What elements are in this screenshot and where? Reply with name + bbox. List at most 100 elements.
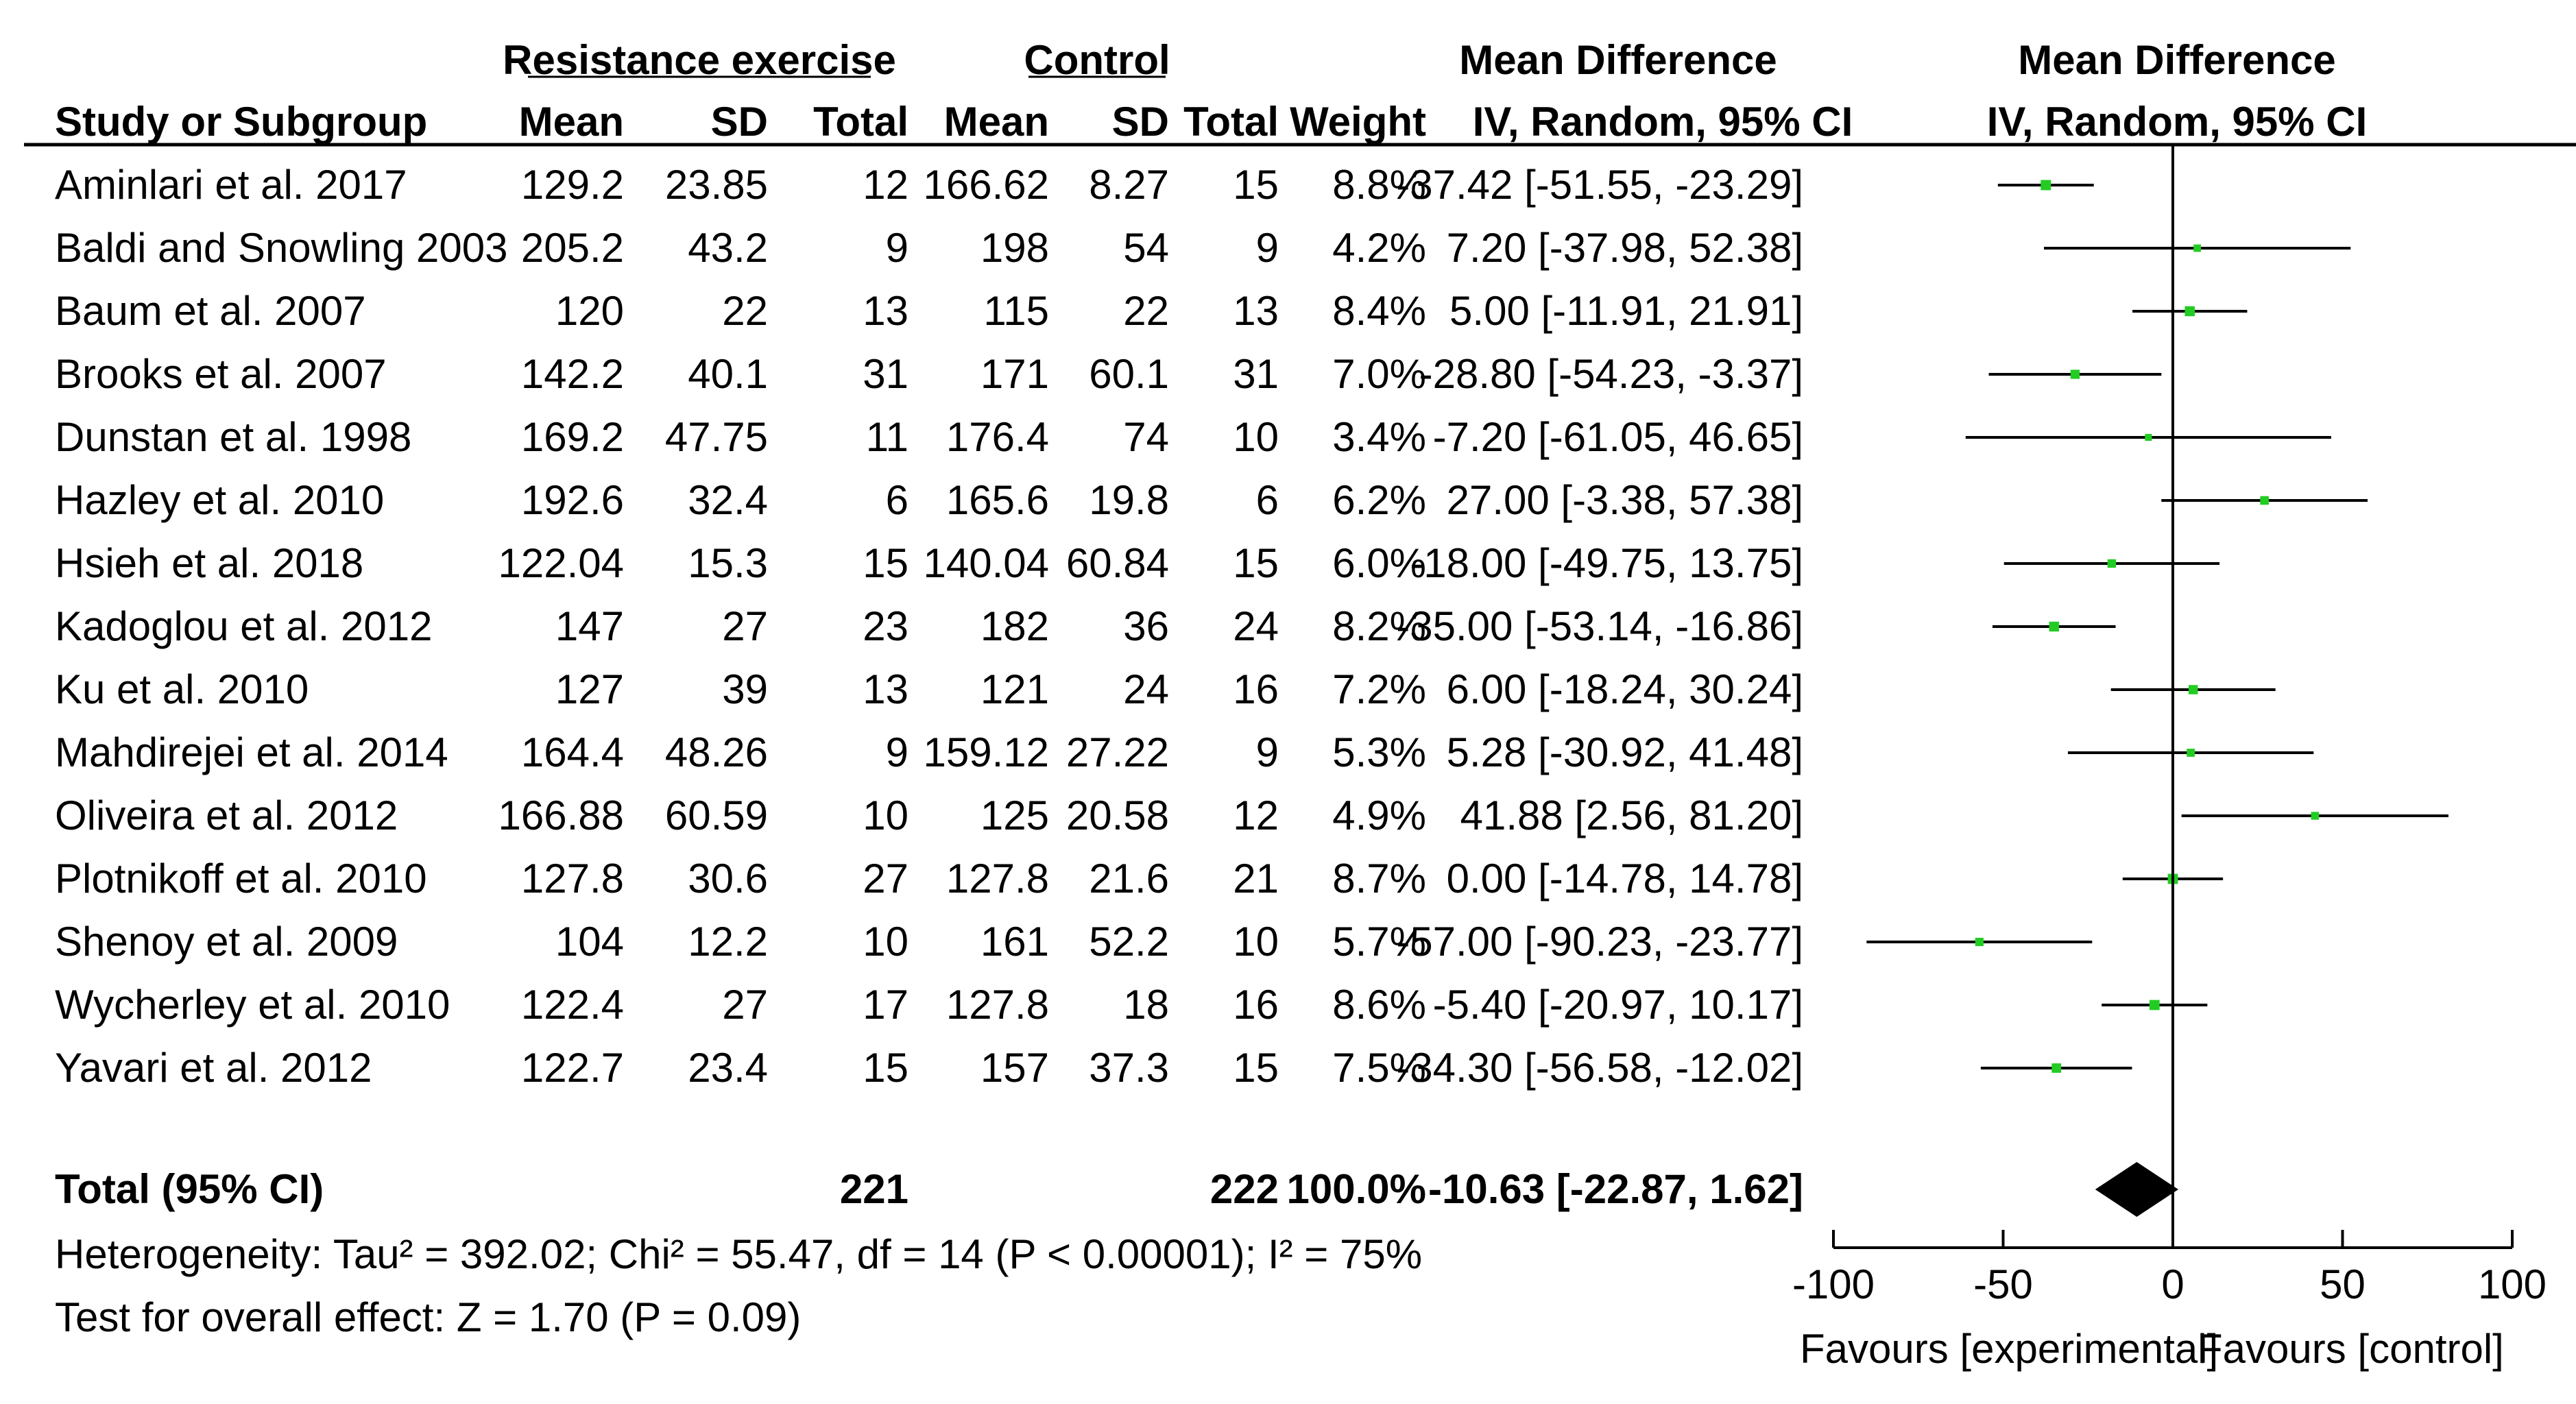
exp-total: 12	[863, 162, 908, 208]
exp-mean: 104	[555, 919, 624, 965]
ctrl-mean: 157	[980, 1045, 1049, 1091]
ctrl-total: 15	[1233, 540, 1279, 586]
point-estimate	[2107, 559, 2117, 568]
study-row: Hazley et al. 2010 192.6 32.4 6 165.6 19.8 6 6.…	[55, 477, 1803, 523]
ctrl-mean: 182	[980, 603, 1049, 649]
exp-mean: 129.2	[521, 162, 624, 208]
ctrl-sd: 27.22	[1066, 729, 1169, 775]
pooled-diamond	[2095, 1162, 2179, 1217]
exp-mean: 127	[555, 666, 624, 712]
exp-sd: 39	[722, 666, 768, 712]
effect-ci-value: -37.42 [-51.55, -23.29]	[1396, 162, 1803, 208]
ctrl-sd: 20.58	[1066, 792, 1169, 838]
study-row: Baldi and Snowling 2003 205.2 43.2 9 198 54 9 4…	[55, 225, 1803, 271]
weight-value: 5.3%	[1332, 729, 1426, 775]
total2-column-header: Total	[1183, 99, 1279, 145]
exp-total: 17	[863, 982, 908, 1028]
study-row: Dunstan et al. 1998 169.2 47.75 11 176.4 74 10…	[55, 414, 1803, 460]
exp-total: 6	[886, 477, 908, 523]
total-exp-n: 221	[840, 1166, 908, 1212]
study-name: Kadoglou et al. 2012	[55, 603, 432, 649]
exp-mean: 166.88	[498, 792, 624, 838]
point-estimate	[2188, 685, 2198, 694]
x-tick-label: 50	[2320, 1261, 2366, 1307]
ctrl-total: 10	[1233, 919, 1279, 965]
study-row: Ku et al. 2010 127 39 13 121 24 16 7.2% 6.00 [-1…	[55, 666, 1803, 712]
study-row: Kadoglou et al. 2012 147 27 23 182 36 24 8.2%-3…	[55, 603, 1803, 649]
exp-sd: 27	[722, 982, 768, 1028]
study-name: Yavari et al. 2012	[55, 1045, 372, 1091]
exp-total: 11	[866, 414, 908, 460]
ctrl-sd: 19.8	[1089, 477, 1169, 523]
weight-value: 4.2%	[1332, 225, 1426, 271]
exp-total: 23	[863, 603, 908, 649]
exp-mean: 169.2	[521, 414, 624, 460]
favours-right-label: Favours [control]	[2198, 1326, 2504, 1372]
ctrl-sd: 52.2	[1089, 919, 1169, 965]
effect-ci-value: -5.40 [-20.97, 10.17]	[1433, 982, 1803, 1028]
plot-subheader: IV, Random, 95% CI	[1987, 99, 2368, 145]
study-row: Wycherley et al. 2010 122.4 27 17 127.8 18 16 8…	[55, 982, 1803, 1028]
total-effect-ci: -10.63 [-22.87, 1.62]	[1428, 1166, 1803, 1212]
study-row: Yavari et al. 2012 122.7 23.4 15 157 37.3 15 7.…	[55, 1045, 1803, 1091]
exp-sd: 23.4	[688, 1045, 768, 1091]
ctrl-mean: 198	[980, 225, 1049, 271]
exp-sd: 12.2	[688, 919, 768, 965]
study-name: Baum et al. 2007	[55, 288, 366, 334]
study-name: Mahdirejei et al. 2014	[55, 729, 448, 775]
ctrl-sd: 60.84	[1066, 540, 1169, 586]
exp-mean: 142.2	[521, 351, 624, 397]
weight-value: 6.0%	[1332, 540, 1426, 586]
ctrl-total: 31	[1233, 351, 1279, 397]
exp-sd: 40.1	[688, 351, 768, 397]
effect-ci-value: -57.00 [-90.23, -23.77]	[1396, 919, 1803, 965]
exp-mean: 120	[555, 288, 624, 334]
ctrl-total: 12	[1233, 792, 1279, 838]
ctrl-sd: 18	[1123, 982, 1169, 1028]
effect-column-subheader: IV, Random, 95% CI	[1473, 99, 1853, 145]
effect-ci-value: 6.00 [-18.24, 30.24]	[1447, 666, 1803, 712]
ctrl-total: 9	[1256, 729, 1279, 775]
study-row: Shenoy et al. 2009 104 12.2 10 161 52.2 10 5.7%…	[55, 919, 1803, 965]
effect-ci-value: -7.20 [-61.05, 46.65]	[1433, 414, 1803, 460]
ctrl-sd: 54	[1123, 225, 1169, 271]
point-estimate	[2149, 1000, 2160, 1010]
x-tick-label: 100	[2478, 1261, 2547, 1307]
total-label: Total (95% CI)	[55, 1166, 324, 1212]
weight-value: 7.2%	[1332, 666, 1426, 712]
exp-sd: 43.2	[688, 225, 768, 271]
exp-total: 9	[886, 225, 908, 271]
study-name: Baldi and Snowling 2003	[55, 225, 508, 271]
total-ctrl-n: 222	[1210, 1166, 1279, 1212]
ctrl-mean: 166.62	[923, 162, 1049, 208]
ctrl-sd: 8.27	[1089, 162, 1169, 208]
exp-total: 15	[863, 540, 908, 586]
study-name: Ku et al. 2010	[55, 666, 309, 712]
weight-value: 8.7%	[1332, 856, 1426, 901]
effect-ci-value: -28.80 [-54.23, -3.37]	[1419, 351, 1803, 397]
point-estimate	[2184, 306, 2195, 317]
exp-sd: 48.26	[665, 729, 768, 775]
ctrl-sd: 74	[1123, 414, 1169, 460]
x-axis: -100 -50 0 50 100	[1792, 145, 2547, 1307]
group1-header: Resistance exercise	[503, 37, 896, 83]
study-row: Aminlari et al. 2017 129.2 23.85 12 166.62 8.…	[55, 162, 1803, 208]
ctrl-sd: 36	[1123, 603, 1169, 649]
study-name: Wycherley et al. 2010	[55, 982, 450, 1028]
exp-total: 10	[863, 919, 908, 965]
sd2-column-header: SD	[1112, 99, 1169, 145]
exp-mean: 192.6	[521, 477, 624, 523]
effect-ci-value: 5.28 [-30.92, 41.48]	[1447, 729, 1803, 775]
point-estimate	[2260, 496, 2269, 505]
ctrl-mean: 159.12	[923, 729, 1049, 775]
ctrl-sd: 24	[1123, 666, 1169, 712]
exp-sd: 32.4	[688, 477, 768, 523]
study-name: Brooks et al. 2007	[55, 351, 387, 397]
ctrl-total: 15	[1233, 162, 1279, 208]
exp-sd: 60.59	[665, 792, 768, 838]
study-name: Dunstan et al. 1998	[55, 414, 411, 460]
effect-ci-value: 0.00 [-14.78, 14.78]	[1447, 856, 1803, 901]
weight-value: 7.5%	[1332, 1045, 1426, 1091]
effect-ci-value: 41.88 [2.56, 81.20]	[1460, 792, 1803, 838]
